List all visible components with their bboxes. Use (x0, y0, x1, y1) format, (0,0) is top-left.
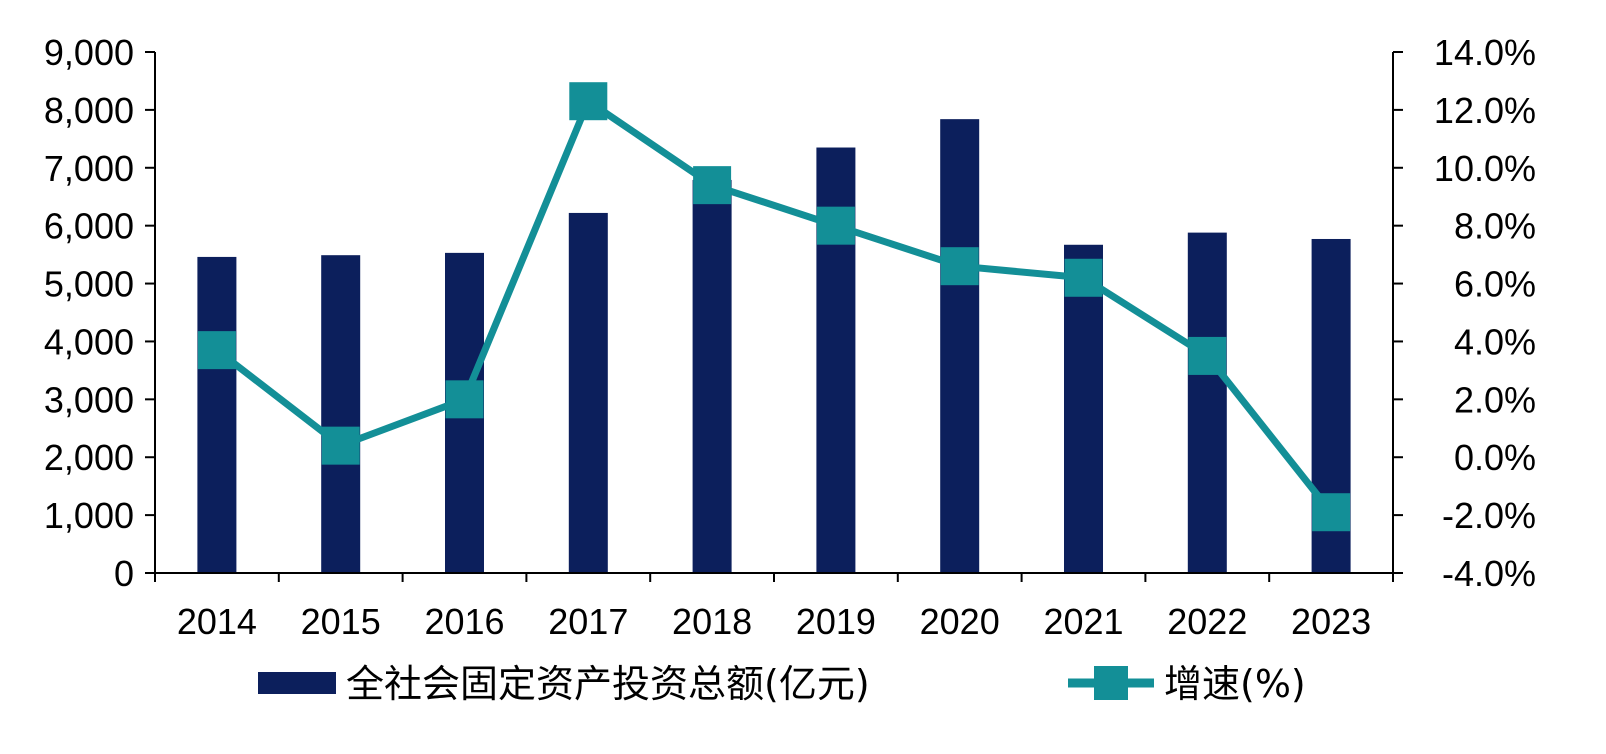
right-tick-label: 12.0% (1434, 90, 1536, 131)
x-tick-label: 2017 (548, 601, 628, 642)
growth-marker-2017 (569, 82, 608, 121)
x-tick-label: 2015 (301, 601, 381, 642)
left-tick-label: 8,000 (44, 90, 134, 131)
right-tick-label: -4.0% (1442, 553, 1536, 594)
bar-2022 (1187, 232, 1227, 573)
right-tick-label: 14.0% (1434, 32, 1536, 73)
growth-marker-2022 (1188, 336, 1227, 375)
legend-bar-label: 全社会固定资产投资总额(亿元) (346, 662, 870, 706)
x-tick-label: 2022 (1167, 601, 1247, 642)
bar-2017 (568, 212, 608, 574)
left-tick-label: 0 (114, 553, 134, 594)
growth-marker-2015 (321, 426, 360, 465)
right-tick-label: 4.0% (1454, 321, 1536, 362)
line-layer (197, 82, 1351, 532)
axes-layer: 0 1,000 2,000 3,000 4,000 5,000 6,000 7,000 8,00… (44, 32, 1536, 642)
left-tick-label: 7,000 (44, 148, 134, 189)
x-tick-label: 2014 (177, 601, 257, 642)
right-tick-label: 10.0% (1434, 148, 1536, 189)
right-tick-label: 8.0% (1454, 206, 1536, 247)
left-tick-label: 1,000 (44, 495, 134, 536)
right-tick-label: 0.0% (1454, 437, 1536, 478)
left-tick-label: 5,000 (44, 264, 134, 305)
bar-2018 (692, 179, 732, 573)
bar-2015 (321, 255, 361, 573)
x-tick-label: 2020 (920, 601, 1000, 642)
legend-line-marker (1094, 666, 1128, 700)
bar-2014 (197, 256, 237, 573)
right-tick-label: -2.0% (1442, 495, 1536, 536)
left-tick-label: 2,000 (44, 437, 134, 478)
bar-2021 (1064, 244, 1103, 573)
growth-marker-2023 (1312, 493, 1351, 532)
legend-bar-swatch (258, 672, 336, 694)
growth-line (214, 97, 1334, 515)
left-tick-label: 9,000 (44, 32, 134, 73)
legend-line-label: 增速(%) (1164, 662, 1306, 706)
x-tick-label: 2018 (672, 601, 752, 642)
x-tick-label: 2016 (424, 601, 504, 642)
left-tick-label: 6,000 (44, 206, 134, 247)
right-tick-label: 6.0% (1454, 264, 1536, 305)
growth-marker-2021 (1064, 258, 1103, 297)
growth-marker-2018 (693, 166, 732, 205)
x-tick-label: 2019 (796, 601, 876, 642)
x-tick-label: 2021 (1043, 601, 1123, 642)
left-tick-label: 4,000 (44, 321, 134, 362)
bar-2020 (940, 119, 980, 573)
left-tick-label: 3,000 (44, 379, 134, 420)
growth-marker-2016 (445, 380, 484, 419)
right-tick-label: 2.0% (1454, 379, 1536, 420)
growth-marker-2014 (197, 331, 236, 370)
growth-marker-2020 (940, 247, 979, 286)
growth-marker-2019 (816, 206, 855, 245)
x-tick-label: 2023 (1291, 601, 1371, 642)
bars-layer (197, 119, 1351, 574)
legend: 全社会固定资产投资总额(亿元) 增速(%) (258, 662, 1306, 706)
